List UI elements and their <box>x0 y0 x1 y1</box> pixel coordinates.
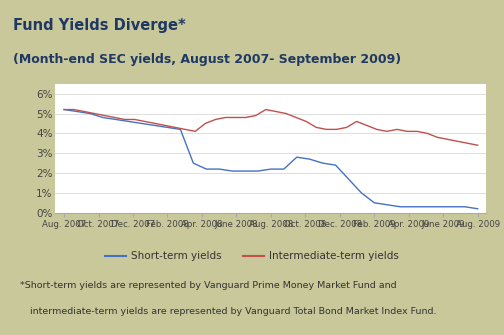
Legend: Short-term yields, Intermediate-term yields: Short-term yields, Intermediate-term yie… <box>101 247 403 265</box>
Text: (Month-end SEC yields, August 2007- September 2009): (Month-end SEC yields, August 2007- Sept… <box>13 53 401 66</box>
Text: Fund Yields Diverge*: Fund Yields Diverge* <box>13 18 185 34</box>
Text: *Short-term yields are represented by Vanguard Prime Money Market Fund and: *Short-term yields are represented by Va… <box>20 281 397 290</box>
Text: intermediate-term yields are represented by Vanguard Total Bond Market Index Fun: intermediate-term yields are represented… <box>30 307 437 316</box>
